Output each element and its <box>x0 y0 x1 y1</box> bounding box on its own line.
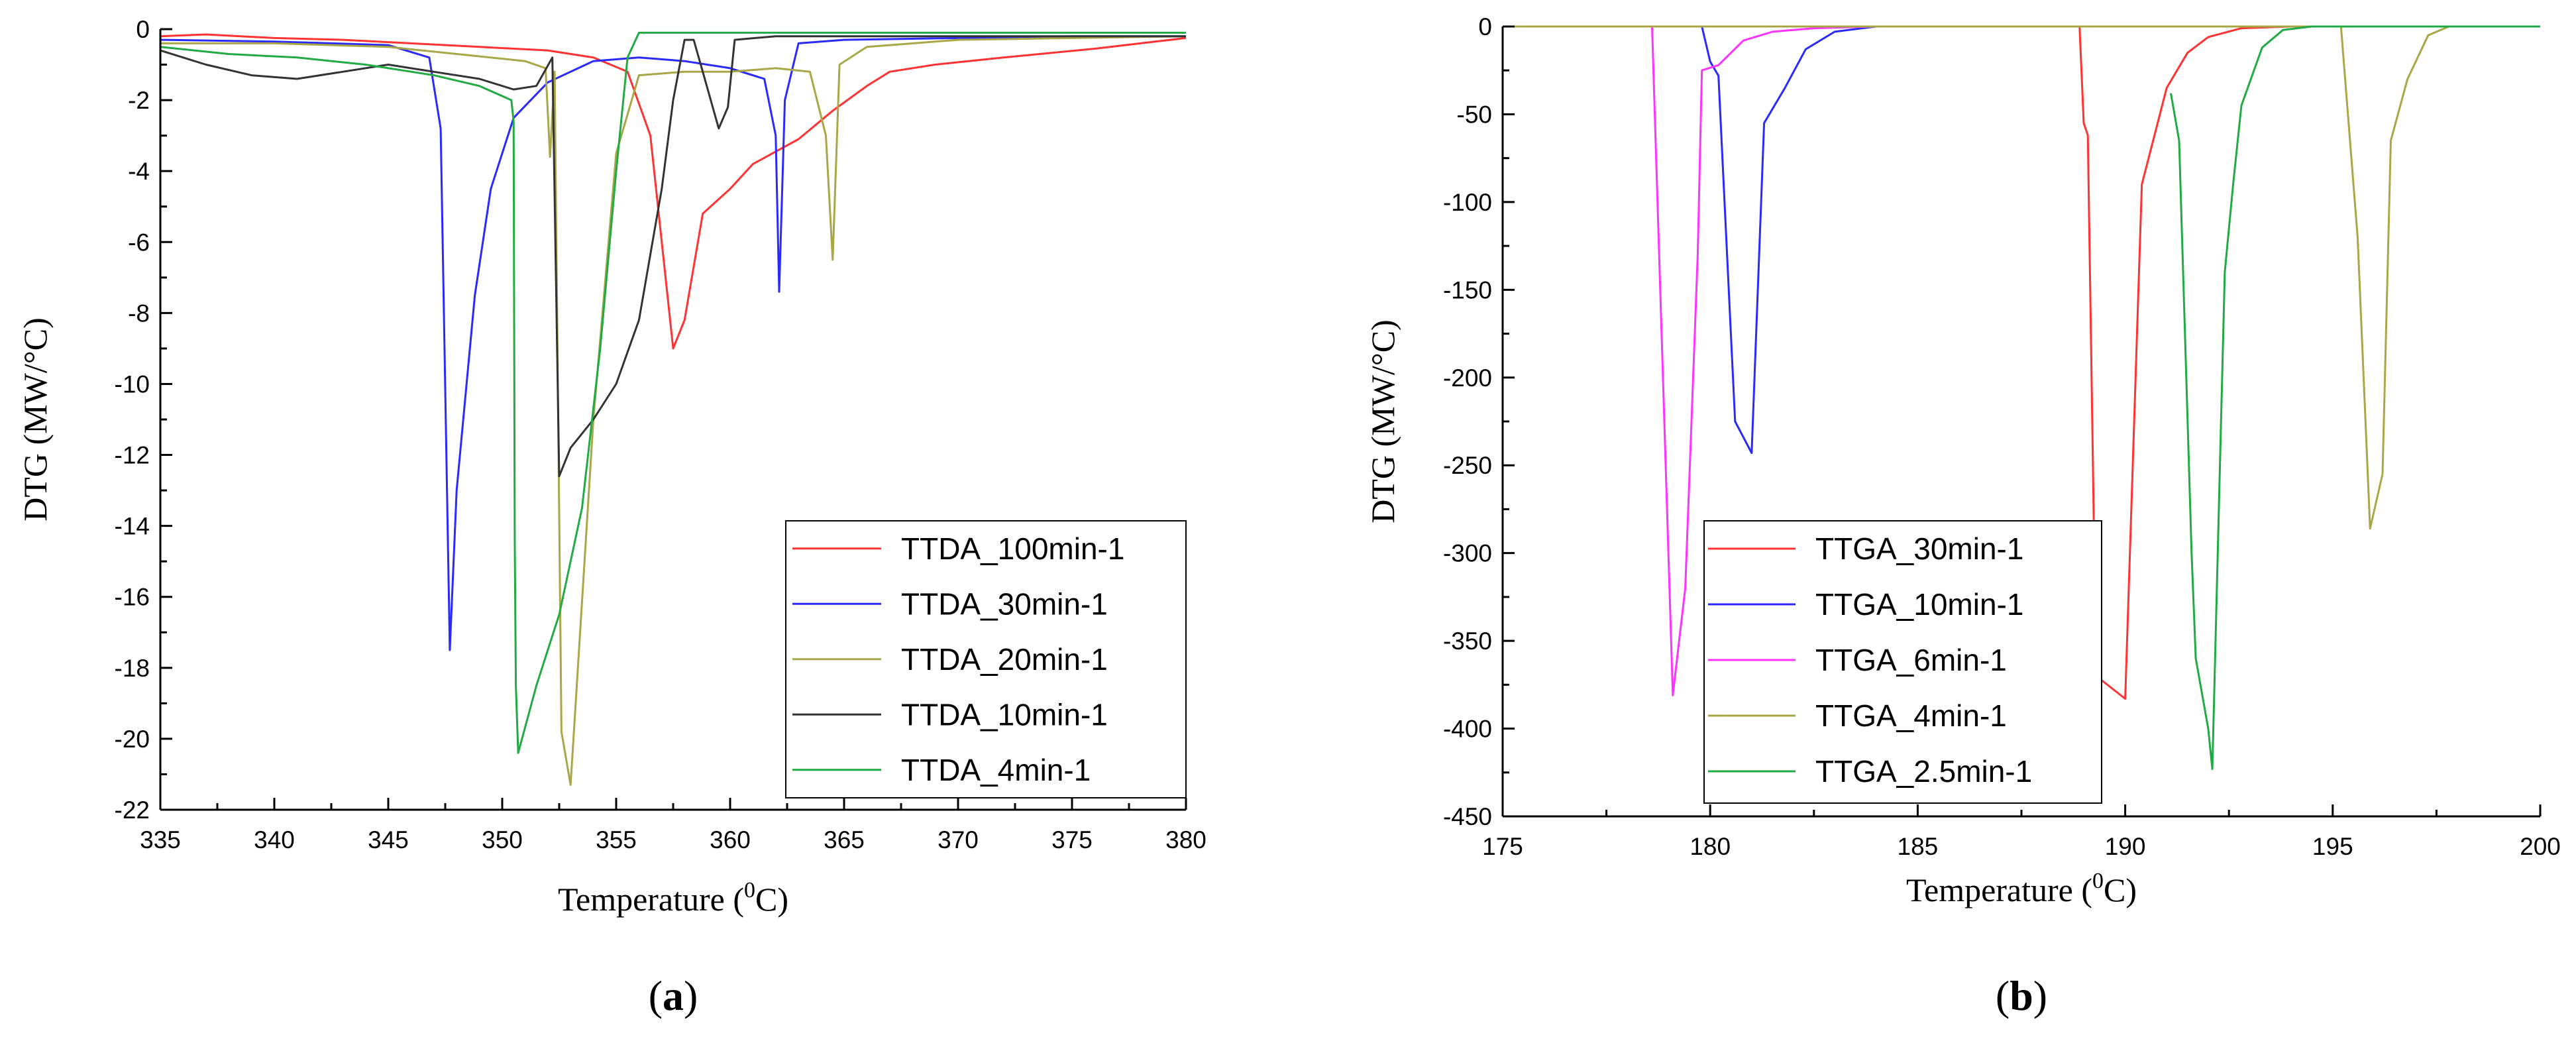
legend-label: TTDA_20min-1 <box>901 642 1108 677</box>
y-tick-label: -150 <box>1443 276 1492 303</box>
x-axis-title-unit: C <box>755 881 777 918</box>
x-tick-label: 175 <box>1482 833 1523 860</box>
y-tick-label: -200 <box>1443 364 1492 392</box>
panel-label-close: ) <box>684 972 698 1019</box>
y-axis-title: DTG (MW/°C) <box>1364 319 1401 523</box>
y-tick-label: -50 <box>1457 101 1492 128</box>
x-tick-label: 345 <box>368 826 409 853</box>
panel-label-letter: b <box>2010 972 2033 1019</box>
x-tick-label: 335 <box>140 826 181 853</box>
y-tick-label: -250 <box>1443 452 1492 479</box>
series-line-ttga-30min-1 <box>1503 25 2540 700</box>
x-axis-title-sup: 0 <box>744 878 755 903</box>
x-tick-label: 180 <box>1690 833 1731 860</box>
legend-label: TTGA_2.5min-1 <box>1815 754 2032 789</box>
y-tick-label: 0 <box>1478 13 1492 40</box>
legend-box <box>1703 520 2102 804</box>
y-tick-label: -450 <box>1443 803 1492 830</box>
x-axis-title-close: ) <box>777 881 788 918</box>
x-tick-label: 340 <box>254 826 295 853</box>
x-axis-title-label: Temperature <box>558 881 725 918</box>
x-axis-title-open: ( <box>2073 871 2092 908</box>
x-tick-label: 360 <box>710 826 751 853</box>
series-group <box>160 31 1186 786</box>
y-tick-label: -16 <box>115 584 150 611</box>
y-tick-label: -14 <box>115 513 150 540</box>
y-tick-label: -12 <box>115 442 150 469</box>
x-axis-title-unit: C <box>2104 871 2125 908</box>
y-tick-label: -400 <box>1443 716 1492 743</box>
x-tick-label: 190 <box>2105 833 2146 860</box>
x-tick-label: 185 <box>1898 833 1939 860</box>
y-tick-label: -4 <box>128 158 150 185</box>
panel-label: (a) <box>649 972 698 1019</box>
panel-label-close: ) <box>2033 972 2047 1019</box>
y-tick-label: -350 <box>1443 628 1492 655</box>
x-axis-title-open: ( <box>725 881 744 918</box>
series-line-ttga-2-5min-1 <box>2170 25 2540 770</box>
series-line-ttda-4min-1 <box>160 31 1186 754</box>
legend: TTGA_30min-1 TTGA_10min-1 TTGA_6min-1 TTGA_… <box>1703 520 2102 804</box>
x-tick-label: 375 <box>1051 826 1093 853</box>
series-line-ttda-20min-1 <box>160 35 1186 786</box>
panel-b-chart: 175 180 185 190 195 200 0 -50 -100 -150 -200 -250 -3… <box>1364 13 2561 1019</box>
series-line-ttda-10min-1 <box>160 35 1186 478</box>
legend-label: TTGA_10min-1 <box>1815 587 2023 622</box>
y-tick-label: -6 <box>128 229 150 256</box>
legend-label: TTDA_30min-1 <box>901 586 1108 621</box>
y-axis-title: DTG (MW/°C) <box>17 317 54 521</box>
y-tick-label: -2 <box>128 87 150 114</box>
legend-label: TTGA_4min-1 <box>1815 698 2007 733</box>
series-group <box>1503 25 2540 770</box>
y-tick-label: -100 <box>1443 189 1492 216</box>
y-tick-label: -20 <box>115 726 150 753</box>
x-axis-title: Temperature (0C) <box>1906 869 2137 908</box>
x-axis-title-close: ) <box>2125 871 2137 908</box>
y-tick-label: 0 <box>136 16 150 43</box>
panel-label-letter: a <box>663 972 684 1019</box>
x-tick-label: 355 <box>596 826 637 853</box>
y-tick-label: -10 <box>115 370 150 398</box>
panel-label-open: ( <box>649 972 663 1019</box>
x-axis-title: Temperature (0C) <box>558 878 788 918</box>
x-tick-label: 350 <box>482 826 523 853</box>
legend: TTDA_100min-1 TTDA_30min-1 TTDA_20min-1 TTD… <box>785 520 1187 798</box>
x-tick-label: 365 <box>824 826 865 853</box>
panel-a-chart: 335 340 345 350 355 360 365 370 375 380 0 -2 -4 -6 -8 -… <box>17 16 1207 1019</box>
legend-label: TTGA_30min-1 <box>1815 531 2023 566</box>
x-tick-label: 370 <box>938 826 979 853</box>
series-line-ttga-10min-1 <box>1503 25 2540 455</box>
y-tick-label: -300 <box>1443 540 1492 567</box>
legend-label: TTDA_10min-1 <box>901 697 1108 732</box>
series-line-ttda-30min-1 <box>160 35 1186 651</box>
y-tick-label: -22 <box>115 796 150 824</box>
panel-label-open: ( <box>1996 972 2010 1019</box>
legend-label: TTGA_6min-1 <box>1815 643 2007 677</box>
x-axis-title-label: Temperature <box>1906 871 2073 908</box>
panel-label: (b) <box>1996 972 2047 1019</box>
x-tick-label: 380 <box>1165 826 1207 853</box>
legend-label: TTDA_4min-1 <box>901 753 1091 787</box>
x-axis-title-sup: 0 <box>2092 869 2104 893</box>
series-line-ttga-4min-1 <box>1503 25 2540 530</box>
y-tick-label: -18 <box>115 655 150 682</box>
legend-label: TTDA_100min-1 <box>901 531 1124 566</box>
y-tick-label: -8 <box>128 300 150 327</box>
series-line-ttga-6min-1 <box>1503 25 2540 696</box>
x-tick-label: 200 <box>2520 833 2561 860</box>
x-tick-label: 195 <box>2312 833 2353 860</box>
series-line-ttda-100min-1 <box>160 33 1186 350</box>
